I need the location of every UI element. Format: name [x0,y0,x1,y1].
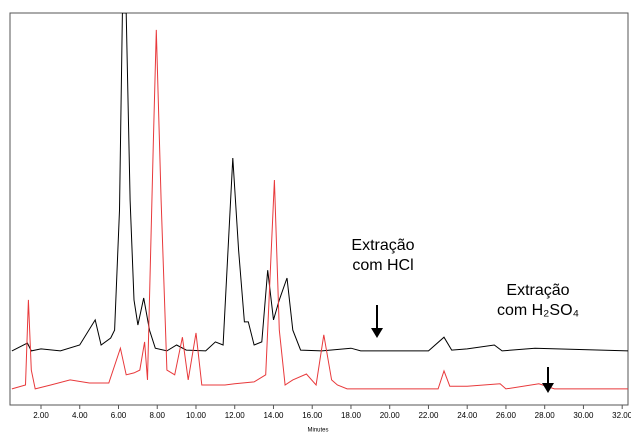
annotation: Extração [351,237,414,254]
x-tick-label: 30.00 [573,411,594,420]
annotation: com HCl [352,257,413,274]
plot-frame [9,12,629,406]
traces [11,13,628,390]
x-tick-label: 26.00 [496,411,517,420]
x-tick-label: 12.00 [225,411,246,420]
annotation: com H₂SO₄ [497,302,579,319]
x-tick-label: 16.00 [302,411,323,420]
trace-line [11,13,628,352]
arrow [542,367,554,393]
trace-line [11,29,628,390]
x-tick-label: 20.00 [380,411,401,420]
annotation: Extração [506,282,569,299]
x-tick-label: 32.00 [612,411,631,420]
arrow [371,305,383,338]
x-tick-label: 10.00 [186,411,207,420]
x-tick-label: 18.00 [341,411,362,420]
x-tick-label: 6.00 [111,411,127,420]
x-tick-label: 8.00 [149,411,165,420]
x-tick-label: 28.00 [535,411,556,420]
x-tick-label: 2.00 [33,411,49,420]
x-tick-label: 14.00 [263,411,284,420]
x-tick-label: 24.00 [457,411,478,420]
x-axis-label: Minutes [307,428,328,434]
x-tick-label: 4.00 [72,411,88,420]
x-tick-label: 22.00 [418,411,439,420]
